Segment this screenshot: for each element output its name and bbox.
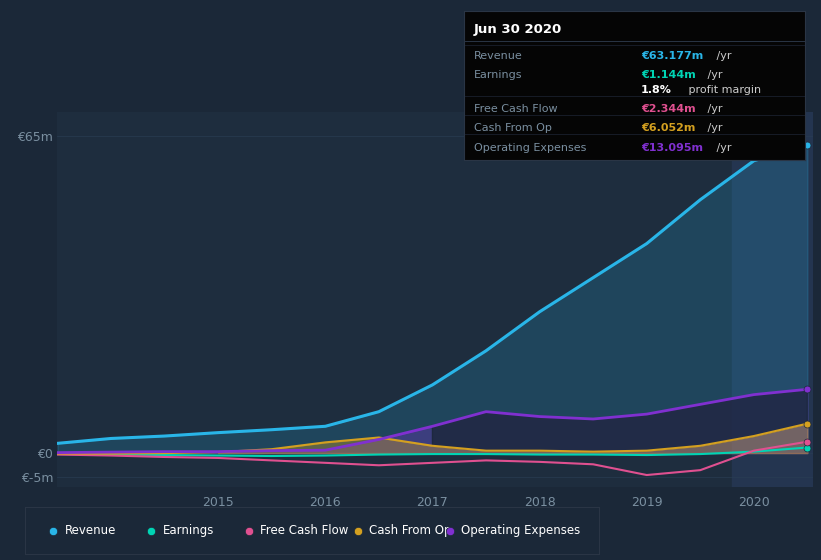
Text: €2.344m: €2.344m [641,104,695,114]
Text: /yr: /yr [713,143,732,153]
Text: /yr: /yr [704,123,722,133]
Text: /yr: /yr [704,70,722,80]
Text: Jun 30 2020: Jun 30 2020 [474,23,562,36]
Text: €1.144m: €1.144m [641,70,695,80]
Text: Free Cash Flow: Free Cash Flow [260,524,349,537]
Text: 1.8%: 1.8% [641,85,672,95]
Text: /yr: /yr [713,51,732,60]
Text: profit margin: profit margin [686,85,761,95]
Text: /yr: /yr [704,104,722,114]
Text: €6.052m: €6.052m [641,123,695,133]
Bar [732,112,813,487]
Text: Operating Expenses: Operating Expenses [474,143,586,153]
Text: Earnings: Earnings [163,524,214,537]
Text: Cash From Op: Cash From Op [474,123,552,133]
Text: Free Cash Flow: Free Cash Flow [474,104,557,114]
Text: €13.095m: €13.095m [641,143,703,153]
Text: Cash From Op: Cash From Op [369,524,452,537]
Text: Revenue: Revenue [65,524,117,537]
Text: Revenue: Revenue [474,51,523,60]
Text: Operating Expenses: Operating Expenses [461,524,580,537]
Text: €63.177m: €63.177m [641,51,704,60]
Text: Earnings: Earnings [474,70,523,80]
